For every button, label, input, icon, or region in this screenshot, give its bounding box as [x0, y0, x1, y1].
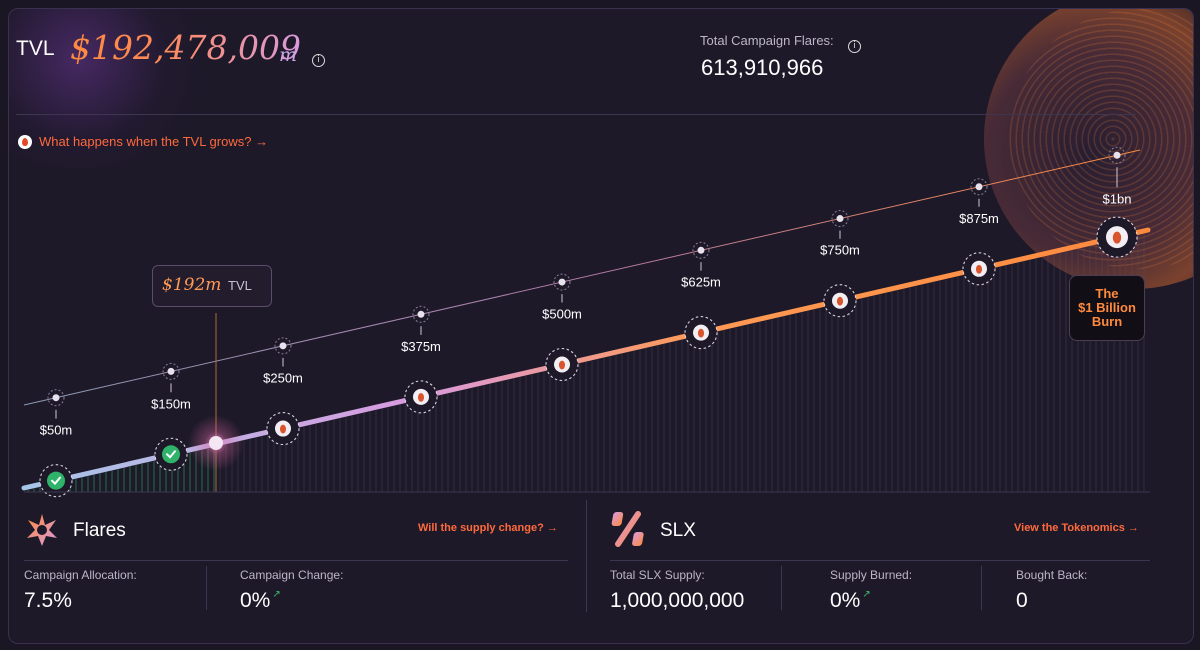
flares-divider	[24, 560, 568, 561]
supply-burned-label: Supply Burned:	[830, 568, 913, 582]
target-dot-ring	[1108, 146, 1126, 164]
campaign-allocation-value: 7.5%	[24, 589, 72, 612]
current-tvl-tag-suffix: TVL	[228, 278, 252, 293]
campaign-change-label: Campaign Change:	[240, 568, 344, 582]
check-icon	[162, 445, 180, 464]
arrow-up-icon: ↗	[272, 589, 281, 600]
milestone-3[interactable]: $250m	[263, 337, 303, 446]
milestones: $50m $150m $250m $375m $500m $625m $750m $875m $…	[39, 146, 1138, 498]
milestone-6[interactable]: $625m	[681, 241, 721, 350]
tvl-progress-chart: $50m $150m $250m $375m $500m $625m $750m $875m $…	[21, 146, 1151, 498]
milestone-label: $375m	[401, 339, 441, 354]
milestone-2[interactable]: $150m	[151, 362, 191, 471]
tvl-unit: m	[279, 44, 298, 66]
billion-burn-badge[interactable]: The $1 Billion Burn	[1069, 275, 1145, 341]
milestone-8[interactable]: $875m	[959, 178, 999, 286]
target-dot	[167, 367, 175, 375]
target-dot	[836, 215, 844, 223]
flame-shape	[975, 264, 983, 274]
slx-title: SLX	[660, 520, 696, 541]
flame-shape	[417, 392, 425, 402]
milestone-label: $150m	[151, 396, 191, 411]
burn-line-2: $1 Billion	[1078, 300, 1136, 315]
milestone-9[interactable]: $1bn	[1096, 146, 1138, 258]
target-dot	[558, 278, 566, 286]
target-dot-ring	[692, 241, 710, 259]
tvl-label: TVL	[16, 37, 55, 60]
flame-shape	[697, 328, 705, 338]
milestone-1[interactable]: $50m	[39, 389, 73, 498]
flame-shape	[558, 360, 566, 370]
flares-stat-separator	[206, 566, 207, 610]
current-tvl-dot	[209, 436, 223, 450]
check-icon	[47, 471, 65, 490]
campaign-change-value: 0%	[240, 589, 271, 612]
flame-icon	[18, 134, 32, 149]
milestone-label: $250m	[263, 371, 303, 386]
section-divider	[586, 500, 587, 612]
milestone-7[interactable]: $750m	[820, 210, 860, 318]
current-tvl-tag: $192m TVL	[152, 265, 272, 307]
flame-shape	[836, 296, 844, 306]
target-dot	[417, 310, 425, 318]
campaign-allocation-label: Campaign Allocation:	[24, 568, 137, 582]
supply-burned-value: 0%	[830, 589, 861, 612]
check-mark	[51, 476, 61, 486]
target-dot-ring	[162, 362, 180, 380]
tvl-info-icon[interactable]: i	[312, 54, 325, 67]
target-dot	[279, 342, 287, 350]
target-dot-ring	[412, 305, 430, 323]
current-tvl-tag-value: $192m	[162, 275, 222, 295]
flame-shape	[279, 424, 287, 434]
supply-burned-value-wrap: 0% ↗	[830, 589, 871, 613]
target-dot	[52, 394, 60, 402]
total-flares-info-icon[interactable]: i	[848, 40, 861, 53]
target-dot	[697, 246, 705, 254]
milestone-label: $750m	[820, 243, 860, 258]
header-divider	[16, 114, 1136, 115]
target-dot-ring	[831, 210, 849, 228]
milestone-label: $1bn	[1103, 191, 1132, 206]
total-flares-value: 613,910,966	[701, 55, 824, 80]
check-mark	[166, 450, 176, 459]
flares-logo-icon	[27, 514, 57, 546]
slx-stat-separator-1	[781, 566, 782, 610]
target-line	[23, 149, 1141, 406]
target-dot-ring	[47, 389, 65, 407]
tokenomics-link[interactable]: View the Tokenomics →	[1014, 522, 1139, 534]
chart-fill-hatching	[27, 233, 1145, 492]
milestone-5[interactable]: $500m	[542, 273, 582, 382]
target-dot-ring	[274, 337, 292, 355]
milestone-label: $875m	[959, 211, 999, 226]
milestone-label: $625m	[681, 275, 721, 290]
burn-line-3: Burn	[1091, 314, 1123, 329]
tvl-growth-link[interactable]: What happens when the TVL grows? →	[18, 134, 268, 149]
total-supply-label: Total SLX Supply:	[610, 568, 705, 582]
slx-logo-icon	[611, 511, 644, 547]
campaign-change-value-wrap: 0% ↗	[240, 589, 281, 613]
total-flares-label: Total Campaign Flares:	[700, 33, 834, 48]
target-dot	[1113, 151, 1121, 159]
flares-title: Flares	[73, 520, 126, 541]
milestone-label: $50m	[40, 423, 73, 438]
total-supply-value: 1,000,000,000	[610, 589, 745, 612]
supply-change-link[interactable]: Will the supply change? →	[418, 522, 558, 534]
flame-shape	[1112, 231, 1122, 244]
slx-stat-separator-2	[981, 566, 982, 610]
tvl-value: $192,478,009	[70, 28, 301, 67]
slx-divider	[610, 560, 1150, 561]
bought-back-label: Bought Back:	[1016, 568, 1088, 582]
tvl-growth-link-text: What happens when the TVL grows? →	[39, 134, 269, 149]
burn-line-1: The	[1095, 286, 1119, 301]
arrow-up-icon: ↗	[862, 589, 871, 600]
target-dot-ring	[970, 178, 988, 196]
bought-back-value: 0	[1016, 589, 1028, 612]
milestone-4[interactable]: $375m	[401, 305, 441, 414]
target-dot	[975, 183, 983, 191]
milestone-label: $500m	[542, 307, 582, 322]
target-dot-ring	[553, 273, 571, 291]
